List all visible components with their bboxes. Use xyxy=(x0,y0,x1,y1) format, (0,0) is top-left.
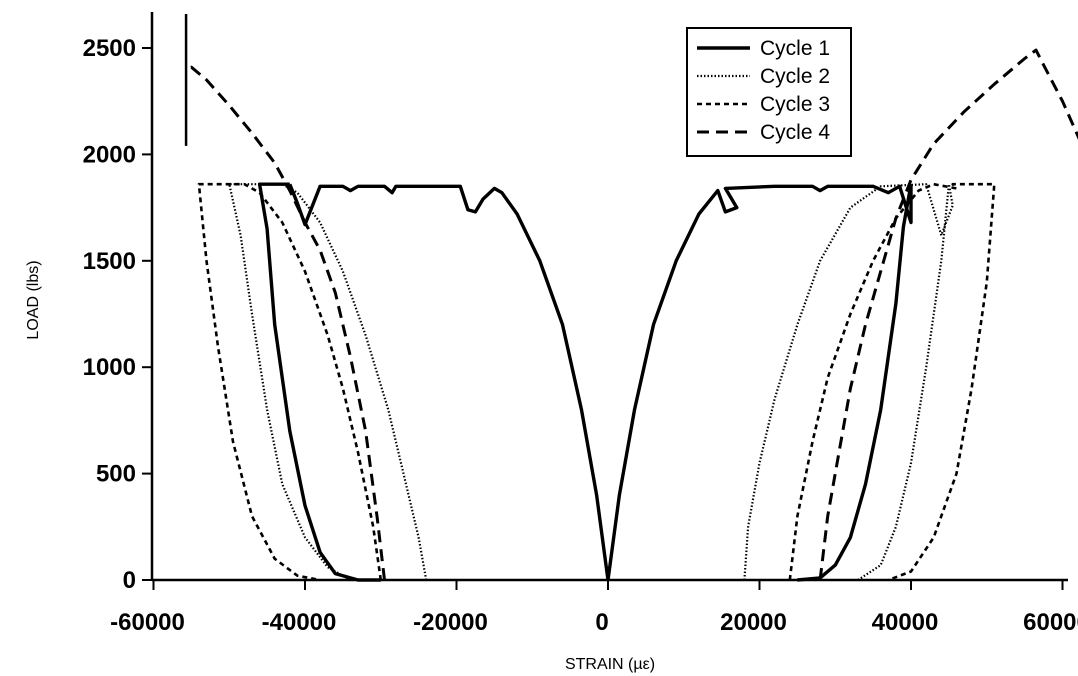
series-line xyxy=(257,182,381,582)
x-tick-label: 0 xyxy=(595,609,608,636)
x-tick-label: -40000 xyxy=(262,609,337,636)
legend: Cycle 1 Cycle 2 Cycle 3 Cycle 4 xyxy=(686,27,852,157)
y-axis-title: LOAD (lbs) xyxy=(25,260,42,339)
series-line xyxy=(228,183,428,582)
x-tick-label: -60000 xyxy=(110,609,185,636)
y-tick-label: 1000 xyxy=(83,354,136,381)
series-line xyxy=(186,65,386,581)
series-4 xyxy=(186,48,1078,581)
x-tick-label: -20000 xyxy=(413,609,488,636)
y-tick-label: 2500 xyxy=(83,35,136,62)
series-line xyxy=(818,48,1078,581)
plot-area xyxy=(184,13,1078,582)
legend-label: Cycle 4 xyxy=(760,121,830,144)
x-tick-label: 60000 xyxy=(1023,609,1078,636)
x-ticks: -60000 -40000 -20000 0 20000 40000 60000 xyxy=(110,580,1078,636)
series-line xyxy=(788,182,996,582)
y-tick-label: 500 xyxy=(96,461,136,488)
x-tick-label: 40000 xyxy=(872,609,939,636)
y-tick-label: 1500 xyxy=(83,248,136,275)
series-line xyxy=(606,184,913,581)
y-tick-label: 0 xyxy=(123,567,136,594)
y-ticks: 0 500 1000 1500 2000 2500 xyxy=(83,35,152,594)
series-3 xyxy=(197,182,996,582)
series-1 xyxy=(257,182,913,582)
x-axis-title: STRAIN (µε) xyxy=(565,656,655,673)
series-line xyxy=(743,183,954,581)
legend-label: Cycle 1 xyxy=(760,37,830,60)
x-tick-label: 20000 xyxy=(720,609,787,636)
series-line xyxy=(288,183,610,581)
legend-label: Cycle 3 xyxy=(760,93,830,116)
legend-label: Cycle 2 xyxy=(760,65,830,88)
series-2 xyxy=(228,183,954,582)
series-line xyxy=(197,182,383,582)
axes xyxy=(150,12,1068,582)
y-tick-label: 2000 xyxy=(83,141,136,168)
series-line xyxy=(797,183,913,582)
